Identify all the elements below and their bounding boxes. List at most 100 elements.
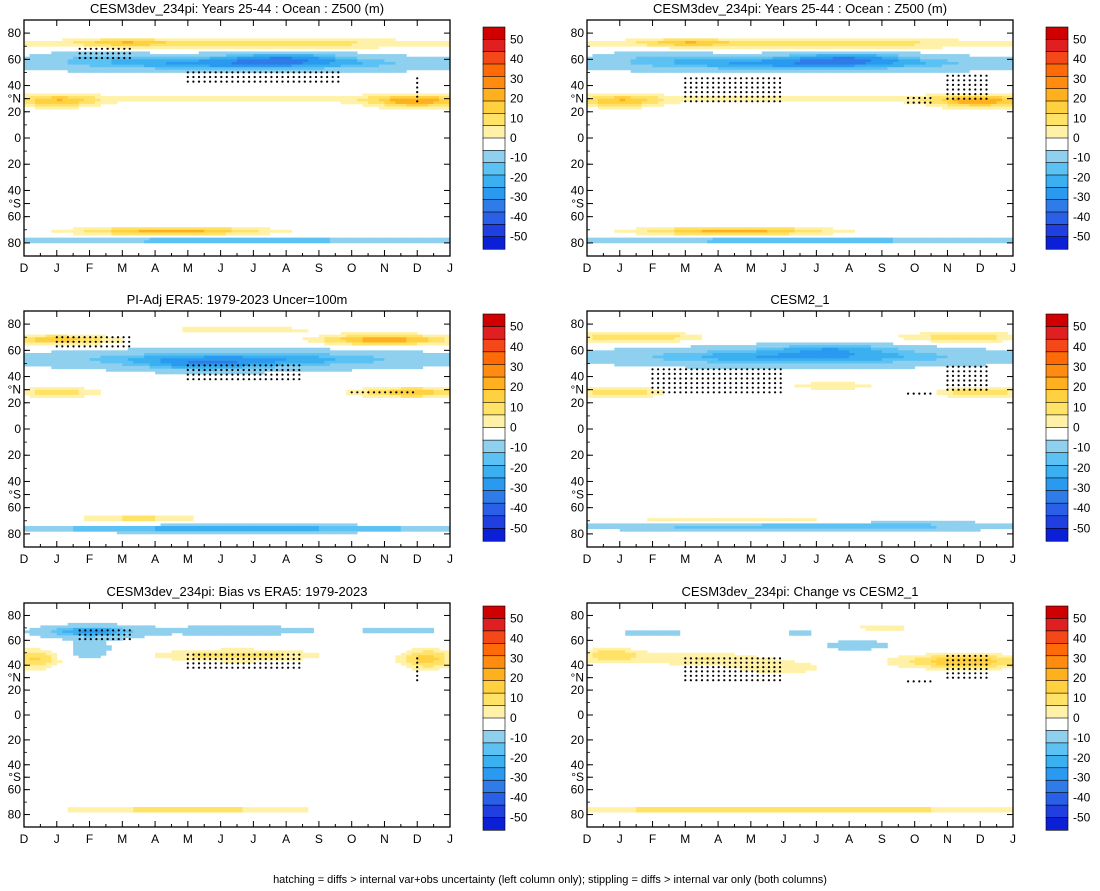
heatmap-cell [275,526,282,530]
heatmap-cell [286,347,293,351]
heatmap-cell [187,38,194,42]
colorbar-label: 50 [510,32,524,46]
heatmap-cell [351,61,358,65]
heatmap-cell [29,98,36,102]
heatmap-cell [701,38,708,42]
heatmap-cell [647,56,653,60]
heatmap-cell [324,96,331,100]
heatmap-cell [133,358,140,362]
heatmap-cell [1007,240,1014,244]
colorbar-label: 40 [510,340,524,354]
heatmap-cell [739,64,746,68]
stipple-dot [337,80,340,83]
stipple-dot [773,91,776,94]
heatmap-cell [127,355,134,359]
heatmap-cell [286,46,293,50]
heatmap-cell [51,337,58,341]
heatmap-cell [444,358,451,362]
heatmap-cell [958,59,965,63]
heatmap-cell [302,329,309,333]
heatmap-cell [242,54,249,58]
heatmap-cell [821,51,828,55]
heatmap-cell [242,237,249,241]
heatmap-cell [767,59,774,63]
heatmap-cell [269,96,276,100]
heatmap-cell [253,523,260,527]
heatmap-cell [663,69,670,73]
heatmap-cell [800,54,806,58]
heatmap-cell [237,326,243,330]
heatmap-cell [187,358,194,362]
heatmap-cell [1007,59,1014,63]
heatmap-cell [608,334,615,338]
heatmap-cell [636,103,643,107]
heatmap-cell [652,232,659,236]
heatmap-cell [84,61,90,65]
heatmap-cell [362,355,369,359]
heatmap-cell [280,67,287,71]
heatmap-cell [105,54,112,58]
heatmap-cell [105,358,112,362]
heatmap-cell [1007,237,1014,241]
heatmap-cell [439,40,445,44]
heatmap-cell [647,69,653,73]
heatmap-cell [422,67,429,71]
heatmap-cell [422,352,429,356]
heatmap-cell [357,59,364,63]
heatmap-cell [318,347,325,351]
heatmap-cell [280,355,287,359]
heatmap-cell [974,98,981,102]
heatmap-cell [237,368,243,372]
heatmap-cell [368,237,374,241]
heatmap-cell [51,528,58,532]
heatmap-cell [182,371,189,375]
heatmap-cell [127,240,134,244]
stipple-dot [985,93,988,96]
stipple-dot [281,75,284,79]
heatmap-cell [324,337,331,341]
heatmap-cell [318,360,325,364]
heatmap-cell [439,106,445,110]
heatmap-cell [925,43,932,47]
heatmap-cell [433,67,440,71]
heatmap-cell [444,240,451,244]
heatmap-cell [297,526,303,530]
heatmap-cell [805,64,812,68]
heatmap-cell [253,358,260,362]
heatmap-cell [592,526,599,530]
heatmap-cell [433,43,440,47]
heatmap-cell [335,350,342,354]
heatmap-cell [433,334,440,338]
heatmap-cell [138,54,145,58]
heatmap-cell [269,40,276,44]
y-tick-label: 40 [571,79,585,93]
heatmap-cell [630,237,637,241]
heatmap-cell [62,98,69,102]
heatmap-cell [34,56,41,60]
heatmap-cell [198,366,205,370]
stipple-dot [957,93,960,96]
stipple-dot [292,378,295,381]
heatmap-cell [827,98,834,102]
heatmap-cell [636,106,643,110]
heatmap-cell [428,106,435,110]
heatmap-cell [958,106,965,110]
heatmap-cell [384,342,391,346]
stipple-dot [100,56,104,60]
heatmap-cell [625,331,632,335]
stipple-dot [281,368,284,372]
heatmap-cell [980,61,987,65]
stipple-dot [236,378,240,381]
heatmap-cell [160,40,167,44]
colorbar-swatch [482,39,506,53]
heatmap-cell [302,56,309,60]
heatmap-cell [78,43,85,47]
heatmap-cell [182,96,189,100]
heatmap-cell [996,40,1003,44]
heatmap-cell [302,363,309,367]
heatmap-cell [1007,101,1014,105]
heatmap-cell [368,355,374,359]
heatmap-cell [707,227,714,231]
heatmap-cell [171,56,178,60]
stipple-dot [907,96,910,100]
